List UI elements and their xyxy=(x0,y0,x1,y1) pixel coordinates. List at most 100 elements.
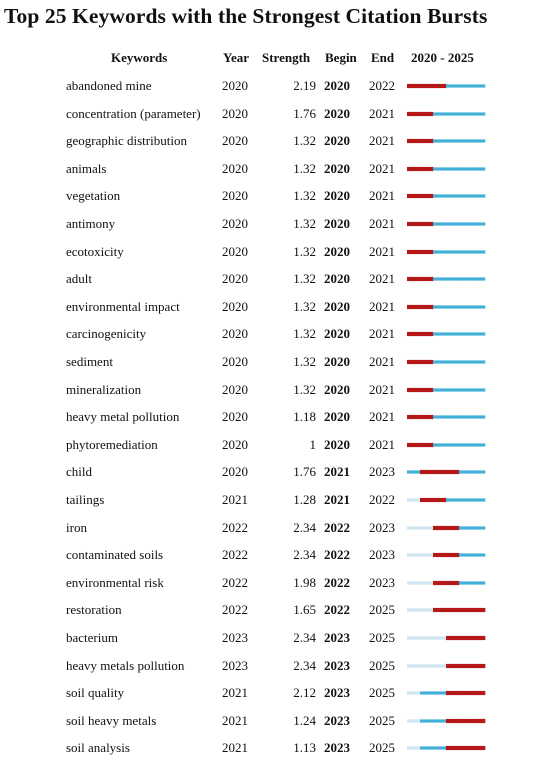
timeline-segment xyxy=(407,746,421,750)
end-cell: 2021 xyxy=(369,243,395,259)
burst-segment xyxy=(446,718,460,723)
burst-segment xyxy=(407,221,421,227)
timeline-segment xyxy=(407,691,421,695)
year-cell: 2020 xyxy=(222,188,248,204)
table-row: tailings 2021 1.28 2021 2022 xyxy=(0,492,550,520)
burst-bar xyxy=(407,580,486,585)
begin-cell: 2020 xyxy=(324,188,350,204)
end-cell: 2025 xyxy=(369,685,395,701)
timeline-segment xyxy=(446,332,460,336)
timeline-segment xyxy=(472,443,486,447)
burst-segment xyxy=(407,166,421,171)
timeline-segment xyxy=(433,222,447,226)
timeline-segment xyxy=(446,249,460,254)
burst-segment xyxy=(446,663,460,668)
burst-segment xyxy=(407,277,421,282)
burst-segment xyxy=(420,497,434,503)
timeline-segment xyxy=(407,719,421,723)
timeline-segment xyxy=(407,498,421,502)
timeline-segment xyxy=(433,746,447,750)
year-cell: 2020 xyxy=(222,78,248,93)
begin-cell: 2020 xyxy=(324,409,350,425)
timeline-segment xyxy=(407,636,421,640)
strength-cell: 1.32 xyxy=(293,354,316,369)
begin-cell: 2022 xyxy=(324,547,350,563)
timeline-segment xyxy=(472,553,486,557)
keyword-cell: contaminated soils xyxy=(66,547,164,563)
burst-segment xyxy=(446,553,460,558)
timeline-segment xyxy=(459,525,473,530)
timeline-segment xyxy=(433,277,447,281)
burst-segment xyxy=(420,83,434,89)
end-cell: 2021 xyxy=(369,298,395,314)
year-cell: 2020 xyxy=(222,133,248,149)
end-cell: 2025 xyxy=(369,712,395,728)
year-cell: 2021 xyxy=(222,740,248,756)
strength-cell: 2.34 xyxy=(293,657,316,673)
burst-segment xyxy=(407,111,421,116)
end-cell: 2023 xyxy=(369,574,395,590)
timeline-segment xyxy=(459,84,473,88)
strength-cell: 1.24 xyxy=(293,712,316,728)
timeline-segment xyxy=(472,194,486,198)
burst-segment xyxy=(420,111,434,116)
timeline-segment xyxy=(433,167,447,171)
timeline-segment xyxy=(472,581,486,585)
timeline-segment xyxy=(407,553,421,557)
keyword-cell: carcinogenicity xyxy=(66,326,147,342)
strength-cell: 1.32 xyxy=(293,133,316,149)
timeline-segment xyxy=(459,387,473,392)
begin-cell: 2021 xyxy=(324,492,350,507)
burst-bar xyxy=(407,663,486,668)
keyword-cell: soil heavy metals xyxy=(66,712,157,728)
begin-cell: 2020 xyxy=(324,298,350,314)
burst-segment xyxy=(472,718,486,723)
table-row: geographic distribution 2020 1.32 2020 2021 xyxy=(0,133,550,161)
burst-bar xyxy=(407,221,486,227)
table-row: restoration 2022 1.65 2022 2025 xyxy=(0,602,550,630)
table-row: environmental risk 2022 1.98 2022 2023 xyxy=(0,575,550,603)
end-cell: 2025 xyxy=(369,630,395,645)
end-cell: 2023 xyxy=(369,464,395,480)
burst-bar xyxy=(407,387,486,392)
timeline-segment xyxy=(433,194,447,198)
timeline-segment xyxy=(433,691,447,695)
burst-bar xyxy=(407,332,486,337)
timeline-segment xyxy=(446,139,460,143)
keyword-cell: ecotoxicity xyxy=(66,243,124,259)
end-cell: 2021 xyxy=(369,436,395,452)
burst-bar xyxy=(407,304,486,309)
burst-segment xyxy=(459,608,473,613)
burst-segment xyxy=(472,691,486,696)
burst-segment xyxy=(433,470,447,475)
timeline-segment xyxy=(446,387,460,392)
table-row: bacterium 2023 2.34 2023 2025 xyxy=(0,630,550,658)
strength-cell: 1.32 xyxy=(293,271,316,287)
timeline-segment xyxy=(433,111,447,116)
keyword-cell: abandoned mine xyxy=(66,78,152,93)
timeline-segment xyxy=(446,222,460,226)
year-cell: 2020 xyxy=(222,326,248,342)
begin-cell: 2020 xyxy=(324,133,350,149)
burst-segment xyxy=(472,608,486,613)
header-timeline: 2020 - 2025 xyxy=(411,50,474,65)
timeline-segment xyxy=(446,443,460,447)
keyword-cell: phytoremediation xyxy=(66,436,158,452)
end-cell: 2025 xyxy=(369,602,395,618)
burst-bar xyxy=(407,166,486,171)
timeline-segment xyxy=(472,470,486,474)
keyword-cell: mineralization xyxy=(66,381,142,397)
timeline-segment xyxy=(433,387,447,392)
begin-cell: 2021 xyxy=(324,464,350,480)
strength-cell: 1 xyxy=(309,436,317,452)
timeline-segment xyxy=(420,663,434,668)
burst-segment xyxy=(446,525,460,530)
end-cell: 2021 xyxy=(369,105,395,121)
timeline-segment xyxy=(459,470,473,474)
year-cell: 2023 xyxy=(222,630,248,645)
timeline-segment xyxy=(433,139,447,143)
timeline-segment xyxy=(420,581,434,585)
burst-segment xyxy=(472,635,486,641)
year-cell: 2020 xyxy=(222,436,248,452)
timeline-segment xyxy=(433,719,447,723)
